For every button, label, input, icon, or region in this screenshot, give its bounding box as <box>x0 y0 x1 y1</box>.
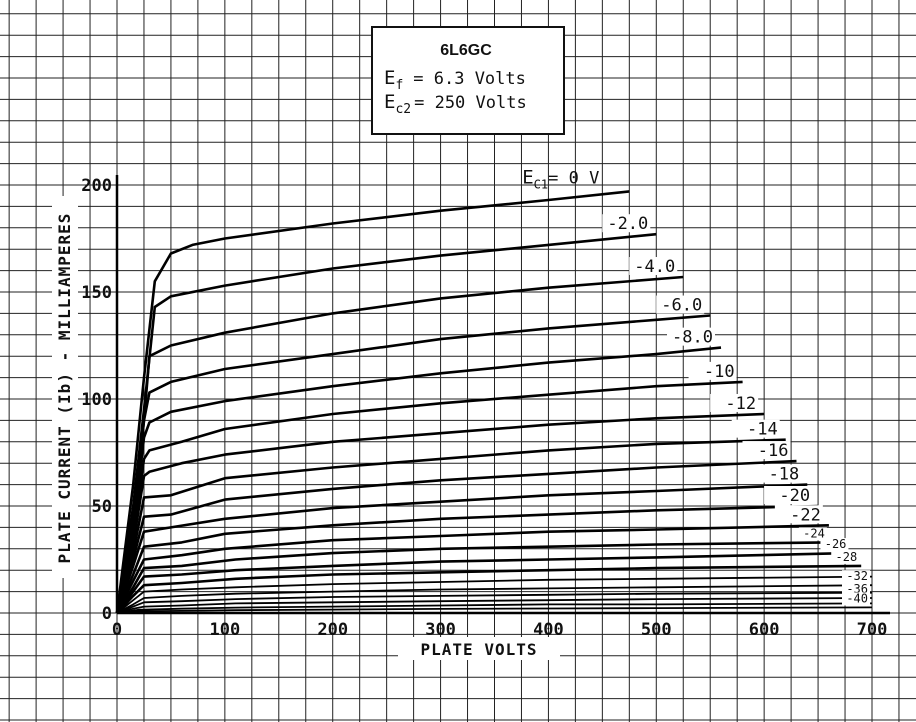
x-tick-label: 200 <box>317 620 348 640</box>
condition-ef-value: = 6.3 Volts <box>413 69 526 89</box>
curve-label-bg <box>742 441 791 460</box>
condition-ef-symbol: E <box>384 67 395 89</box>
curve-label-layer: EC1= 0 V-2.0-4.0-6.0-8.0-10-12-14-16-18-… <box>522 166 870 606</box>
y-axis-title: PLATE CURRENT (Ib) - MILLIAMPERES <box>55 213 74 564</box>
ylabel-panel <box>52 196 78 578</box>
y-tick-label: 100 <box>81 390 112 410</box>
curve--40 <box>116 606 873 614</box>
curve-label-22: -22 <box>790 505 821 525</box>
curve-label-bg <box>688 361 737 380</box>
x-tick-label: 500 <box>641 620 672 640</box>
x-tick-label: 100 <box>209 620 240 640</box>
curve-label-ec1-0v: EC1= 0 V <box>522 166 599 191</box>
curve--18 <box>115 483 808 614</box>
y-tick-label: 200 <box>81 176 112 196</box>
series-layer <box>115 190 873 614</box>
curve-label-bg <box>629 257 678 276</box>
curve-label-6.0: -6.0 <box>661 296 702 316</box>
x-tick-label: 300 <box>425 620 456 640</box>
axes <box>115 175 890 615</box>
curve--34 <box>116 591 873 614</box>
condition-ec2: Ec2 = 250 Volts <box>384 91 527 117</box>
curve-label-bg <box>764 486 813 504</box>
chart-title: 6L6GC <box>440 42 492 59</box>
curve-label-10: -10 <box>704 362 735 382</box>
curve--32 <box>116 584 873 614</box>
y-tick-label: 50 <box>92 497 112 517</box>
curve-label-26: -26 <box>825 537 847 551</box>
x-tick-label: 400 <box>533 620 564 640</box>
curve-label-bg <box>842 592 870 606</box>
x-tick-label: 700 <box>857 620 888 640</box>
curve--26 <box>115 551 851 614</box>
y-tick-label: 0 <box>102 604 112 624</box>
curve-label-16: -16 <box>758 441 789 461</box>
x-axis-title: PLATE VOLTS <box>421 640 538 659</box>
curve-label-bg <box>667 327 715 346</box>
curve-EC1-0-V <box>115 190 630 614</box>
x-tick-label: 0 <box>112 620 122 640</box>
curve-label-bg <box>602 214 651 233</box>
curve--6.0 <box>115 314 711 614</box>
curve-label-28: -28 <box>836 550 858 564</box>
curve--36 <box>116 597 873 614</box>
x-tick-label: 600 <box>749 620 780 640</box>
curve-label-32: -32 <box>846 569 868 583</box>
curve-label-bg <box>798 527 827 541</box>
curve--8.0 <box>115 346 722 614</box>
curve--24 <box>115 541 829 614</box>
curve-label-4.0: -4.0 <box>634 257 675 277</box>
curve--14 <box>115 438 786 614</box>
curve--22 <box>115 524 829 614</box>
curve--30 <box>116 575 873 614</box>
xlabel-panel <box>398 637 560 660</box>
condition-ec2-sub: c2 <box>395 102 411 117</box>
curve-label-bg <box>842 570 870 584</box>
condition-ec2-value: = 250 Volts <box>414 93 527 113</box>
curve-label-bg <box>774 505 823 524</box>
curve-label-40: -40 <box>846 591 868 605</box>
curve-label-bg <box>710 393 759 412</box>
curve-label-12: -12 <box>725 394 756 414</box>
title-panel <box>371 26 565 135</box>
curve--28 <box>116 564 862 614</box>
curve--10 <box>115 380 743 614</box>
curve-label-20: -20 <box>779 486 810 506</box>
curve-label-8.0: -8.0 <box>672 328 713 348</box>
curve-label-bg <box>731 419 780 438</box>
condition-ec2-symbol: E <box>384 91 395 113</box>
curve-label-bg <box>753 464 802 483</box>
curve--38 <box>116 602 873 614</box>
tick-label-layer: 0 100 200 300 400 500 600 700 0 50 100 150 200 <box>81 176 887 640</box>
curve-label-bg <box>820 538 849 552</box>
curve-label-14: -14 <box>747 420 778 440</box>
curve-label-bg <box>831 550 860 564</box>
condition-ef-sub: f <box>395 78 403 93</box>
curve-label-18: -18 <box>769 465 800 485</box>
title-box: 6L6GC Ef = 6.3 Volts Ec2 = 250 Volts <box>384 42 527 117</box>
curve-label-bg <box>656 295 705 314</box>
curve--20 <box>115 504 819 614</box>
curve--12 <box>115 412 765 614</box>
condition-ef: Ef = 6.3 Volts <box>384 67 526 93</box>
y-tick-label: 150 <box>81 283 112 303</box>
curve-label-24: -24 <box>803 526 825 540</box>
curve-label-2.0: -2.0 <box>607 214 648 234</box>
curve--16 <box>115 459 797 614</box>
